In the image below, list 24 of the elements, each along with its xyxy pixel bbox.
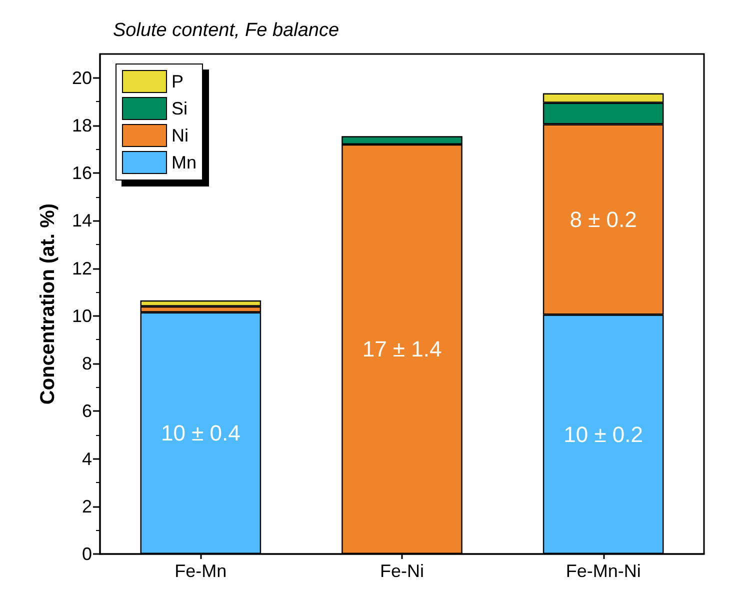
legend-label: Ni xyxy=(172,126,188,146)
x-tick-label: Fe-Mn xyxy=(174,561,227,581)
y-tick-label: 6 xyxy=(82,401,92,422)
data-label: 17 ± 1.4 xyxy=(362,336,442,362)
y-tick-label: 4 xyxy=(82,448,92,469)
y-tick-label: 12 xyxy=(72,258,92,278)
data-label: 10 ± 0.4 xyxy=(160,420,240,446)
y-tick-label: 20 xyxy=(72,68,92,88)
y-tick-label: 14 xyxy=(72,210,92,231)
y-tick-label: 10 xyxy=(72,306,92,326)
legend-label: Si xyxy=(172,98,188,118)
y-axis-title: Concentration (at. %) xyxy=(37,203,59,405)
x-tick-label: Fe-Ni xyxy=(380,561,424,581)
y-tick-label: 16 xyxy=(72,163,92,184)
data-label: 10 ± 0.2 xyxy=(564,422,644,447)
chart-title: Solute content, Fe balance xyxy=(113,20,340,41)
legend-label: Mn xyxy=(172,152,197,172)
legend-label: P xyxy=(172,72,184,92)
y-tick-label: 0 xyxy=(82,544,92,564)
data-label: 8 ± 0.2 xyxy=(570,206,637,232)
y-tick-label: 8 xyxy=(82,354,92,374)
y-tick-label: 18 xyxy=(72,115,92,136)
y-tick-label: 2 xyxy=(82,496,92,516)
x-tick-label: Fe-Mn-Ni xyxy=(566,561,641,581)
